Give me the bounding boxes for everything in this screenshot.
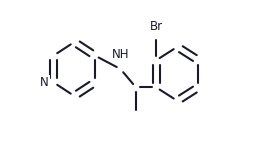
Text: Br: Br (150, 20, 163, 33)
Text: NH: NH (112, 48, 129, 61)
Text: N: N (40, 76, 49, 89)
